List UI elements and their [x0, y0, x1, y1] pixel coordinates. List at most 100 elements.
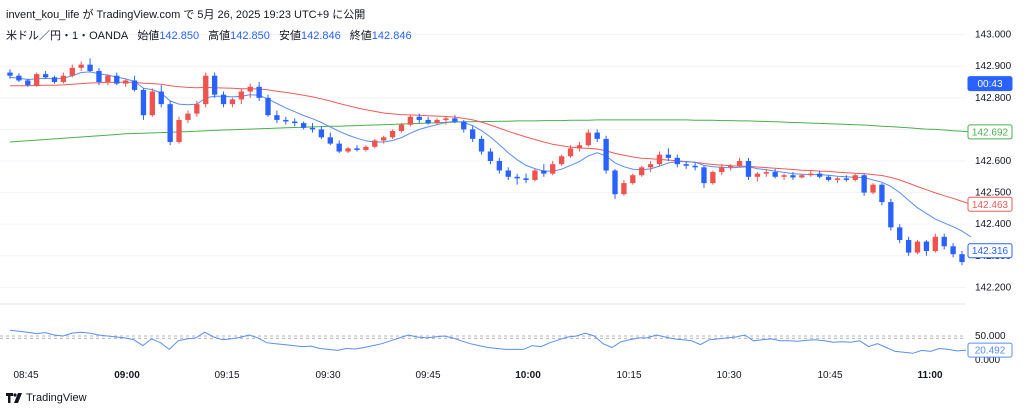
candle-body: [852, 175, 858, 180]
candle: [781, 173, 787, 180]
candle-body: [167, 104, 173, 143]
candle: [834, 176, 841, 184]
candle-body: [318, 129, 325, 138]
candle: [25, 78, 31, 87]
candle-body: [265, 97, 271, 116]
candle: [576, 142, 583, 152]
candle-body: [585, 132, 591, 146]
price-tick-label: 142.800: [975, 93, 1012, 104]
candle: [229, 97, 236, 108]
candle: [523, 173, 529, 184]
candle-body: [416, 116, 422, 120]
price-tag-label: 142.692: [972, 127, 1009, 138]
candle-body: [96, 70, 102, 83]
candle: [372, 138, 378, 149]
candle: [69, 64, 75, 78]
candle-body: [487, 151, 494, 161]
candle: [194, 100, 200, 117]
candle: [701, 165, 707, 188]
candle-body: [816, 173, 823, 177]
candle: [42, 70, 49, 79]
candles: [7, 58, 965, 266]
candle: [692, 162, 698, 171]
price-tag: 142.692: [967, 124, 1013, 140]
candle-body: [790, 175, 796, 178]
price-tick-label: 142.500: [975, 188, 1012, 199]
candle: [274, 110, 280, 124]
candle-body: [594, 132, 600, 139]
candle-body: [621, 183, 627, 195]
candle-body: [514, 176, 520, 179]
candle-body: [674, 157, 680, 165]
candle-body: [131, 80, 138, 90]
symbol-label[interactable]: 米ドル／円・1・OANDA: [6, 30, 129, 42]
ohlc-legend: 米ドル／円・1・OANDA 始値142.850 高値142.850 安値142.…: [6, 27, 418, 43]
candle: [363, 145, 369, 152]
candle-body: [300, 123, 307, 128]
candle: [888, 198, 894, 231]
price-tag-box: [967, 76, 1013, 92]
candle: [719, 164, 725, 176]
candle-body: [897, 227, 903, 240]
time-axis[interactable]: 08:45 09:00 09:15 09:30 09:45 10:00 10:15 10:30…: [13, 370, 942, 381]
candle: [452, 115, 458, 124]
candle-body: [701, 167, 707, 184]
candle-body: [905, 239, 912, 253]
candle: [256, 82, 262, 101]
candle: [149, 88, 156, 117]
candle: [843, 175, 850, 182]
candle: [550, 161, 556, 176]
time-tick-label: 08:45: [13, 370, 38, 381]
high-value: 142.850: [230, 30, 270, 42]
candle-body: [25, 80, 31, 86]
candle: [808, 170, 814, 177]
candle-body: [60, 75, 67, 83]
rsi-tick-label: 50.000: [975, 331, 1006, 342]
candle: [665, 148, 672, 161]
candle-body: [683, 164, 689, 166]
candle-body: [861, 175, 867, 193]
candle: [122, 78, 129, 87]
candle: [621, 179, 627, 196]
price-tag-box: [967, 124, 1013, 140]
price-tag-label: 142.463: [972, 200, 1009, 211]
candle: [211, 72, 218, 98]
price-tag: 142.316: [967, 243, 1013, 259]
candle: [861, 173, 867, 196]
time-tick-label: 10:00: [515, 370, 541, 381]
candle-body: [763, 172, 769, 174]
candle-body: [149, 91, 156, 116]
footer-brand[interactable]: TradingView: [6, 392, 87, 404]
candle-body: [914, 241, 921, 253]
candle: [754, 172, 761, 182]
price-tag-box: [967, 243, 1013, 259]
candle: [790, 172, 796, 180]
candle: [434, 118, 440, 125]
candle-body: [639, 167, 645, 176]
candle-body: [834, 178, 841, 180]
candle: [612, 168, 618, 199]
rsi-line: [9, 329, 967, 354]
candle-body: [692, 165, 698, 168]
candle-body: [541, 170, 547, 174]
candle: [487, 148, 494, 165]
candle: [327, 132, 333, 146]
candle: [247, 83, 253, 98]
candle: [283, 116, 289, 125]
candle-body: [425, 119, 431, 124]
price-tick-label: 142.600: [975, 156, 1012, 167]
candle: [60, 72, 67, 84]
candle: [309, 123, 316, 133]
candle-body: [808, 173, 814, 176]
price-tick-label: 142.400: [975, 219, 1012, 230]
candle-body: [238, 91, 244, 100]
candle-body: [665, 154, 672, 158]
candle-body: [336, 143, 342, 152]
candle-body: [950, 246, 956, 255]
open-value: 142.850: [159, 30, 200, 42]
candle: [567, 145, 574, 158]
candle-body: [941, 236, 947, 247]
candle-body: [122, 80, 129, 84]
close-label: 終値: [349, 30, 372, 42]
